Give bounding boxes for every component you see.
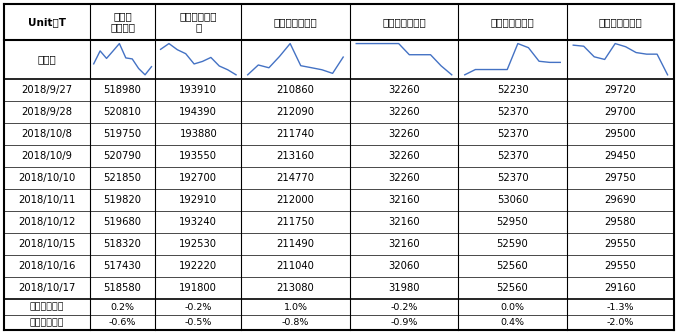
Text: 迷你图: 迷你图 <box>37 54 56 64</box>
Text: 520790: 520790 <box>104 151 142 161</box>
Text: 29160: 29160 <box>605 284 636 293</box>
Text: 520810: 520810 <box>104 107 142 117</box>
Text: 天然橡
胶：总计: 天然橡 胶：总计 <box>110 11 135 33</box>
Text: 212090: 212090 <box>277 107 315 117</box>
Text: 53060: 53060 <box>497 195 528 205</box>
Text: 211490: 211490 <box>277 239 315 249</box>
Text: 211750: 211750 <box>277 217 315 227</box>
Text: 518980: 518980 <box>104 85 142 95</box>
Text: 521850: 521850 <box>104 173 142 183</box>
Text: 212000: 212000 <box>277 195 315 205</box>
Text: 192530: 192530 <box>179 239 218 249</box>
Text: 2018/10/12: 2018/10/12 <box>18 217 75 227</box>
Text: 与上一周相比: 与上一周相比 <box>30 318 64 327</box>
Text: 2018/10/17: 2018/10/17 <box>18 284 75 293</box>
Text: 29720: 29720 <box>605 85 636 95</box>
Text: 32160: 32160 <box>388 239 420 249</box>
Text: 517430: 517430 <box>104 261 142 271</box>
Text: 52230: 52230 <box>497 85 528 95</box>
Text: 193240: 193240 <box>180 217 217 227</box>
Text: 天然橡胶：云南: 天然橡胶：云南 <box>599 17 642 27</box>
Text: 29700: 29700 <box>605 107 636 117</box>
Text: 32260: 32260 <box>388 173 420 183</box>
Text: 52560: 52560 <box>497 261 528 271</box>
Text: 2018/10/8: 2018/10/8 <box>22 129 73 139</box>
Text: 29500: 29500 <box>605 129 636 139</box>
Text: 518320: 518320 <box>104 239 142 249</box>
Text: Unit：T: Unit：T <box>28 17 66 27</box>
Text: 213080: 213080 <box>277 284 315 293</box>
Text: 2018/10/15: 2018/10/15 <box>18 239 75 249</box>
Text: 52370: 52370 <box>497 173 528 183</box>
Text: 192700: 192700 <box>179 173 218 183</box>
Text: 0.0%: 0.0% <box>500 303 525 312</box>
Text: 52370: 52370 <box>497 107 528 117</box>
Text: 天然橡胶：山东: 天然橡胶：山东 <box>274 17 317 27</box>
Text: 519820: 519820 <box>104 195 142 205</box>
Text: 天然橡胶：上
海: 天然橡胶：上 海 <box>180 11 217 33</box>
Text: 192910: 192910 <box>179 195 218 205</box>
Text: 519750: 519750 <box>104 129 142 139</box>
Text: 0.2%: 0.2% <box>111 303 135 312</box>
Text: 2018/9/28: 2018/9/28 <box>22 107 73 117</box>
Text: 52590: 52590 <box>497 239 528 249</box>
Text: 29750: 29750 <box>605 173 636 183</box>
Text: -0.8%: -0.8% <box>282 318 309 327</box>
Text: 2018/10/11: 2018/10/11 <box>18 195 75 205</box>
Text: -0.5%: -0.5% <box>184 318 212 327</box>
Text: 518580: 518580 <box>104 284 142 293</box>
Text: 214770: 214770 <box>277 173 315 183</box>
Text: 29580: 29580 <box>605 217 636 227</box>
Text: 天然橡胶：海南: 天然橡胶：海南 <box>382 17 426 27</box>
Text: 52370: 52370 <box>497 129 528 139</box>
Text: 2018/9/27: 2018/9/27 <box>21 85 73 95</box>
Text: 32160: 32160 <box>388 217 420 227</box>
Text: -2.0%: -2.0% <box>607 318 634 327</box>
Text: 211040: 211040 <box>277 261 315 271</box>
Text: 52560: 52560 <box>497 284 528 293</box>
Text: 1.0%: 1.0% <box>283 303 307 312</box>
Text: 29550: 29550 <box>605 239 636 249</box>
Text: 0.4%: 0.4% <box>500 318 525 327</box>
Text: -1.3%: -1.3% <box>607 303 634 312</box>
Text: 32060: 32060 <box>388 261 420 271</box>
Text: 29550: 29550 <box>605 261 636 271</box>
Text: 519680: 519680 <box>104 217 142 227</box>
Text: 32260: 32260 <box>388 107 420 117</box>
Text: 31980: 31980 <box>388 284 420 293</box>
Text: 191800: 191800 <box>180 284 217 293</box>
Text: 32160: 32160 <box>388 195 420 205</box>
Text: 32260: 32260 <box>388 129 420 139</box>
Text: 52950: 52950 <box>497 217 528 227</box>
Text: -0.6%: -0.6% <box>109 318 136 327</box>
Text: 2018/10/10: 2018/10/10 <box>18 173 75 183</box>
Text: 与上一日相比: 与上一日相比 <box>30 303 64 312</box>
Text: -0.2%: -0.2% <box>391 303 418 312</box>
Text: 52370: 52370 <box>497 151 528 161</box>
Text: 193880: 193880 <box>180 129 217 139</box>
Text: 211740: 211740 <box>277 129 315 139</box>
Text: 192220: 192220 <box>179 261 218 271</box>
Text: 210860: 210860 <box>277 85 315 95</box>
Text: 194390: 194390 <box>180 107 217 117</box>
Text: 193550: 193550 <box>179 151 218 161</box>
Text: 29450: 29450 <box>605 151 636 161</box>
Text: 193910: 193910 <box>179 85 218 95</box>
Text: 2018/10/9: 2018/10/9 <box>22 151 73 161</box>
Text: 32260: 32260 <box>388 85 420 95</box>
Text: 32260: 32260 <box>388 151 420 161</box>
Text: -0.9%: -0.9% <box>391 318 418 327</box>
Text: -0.2%: -0.2% <box>184 303 212 312</box>
Text: 2018/10/16: 2018/10/16 <box>18 261 75 271</box>
Text: 213160: 213160 <box>277 151 315 161</box>
Text: 天然橡胶：天津: 天然橡胶：天津 <box>491 17 534 27</box>
Text: 29690: 29690 <box>605 195 636 205</box>
